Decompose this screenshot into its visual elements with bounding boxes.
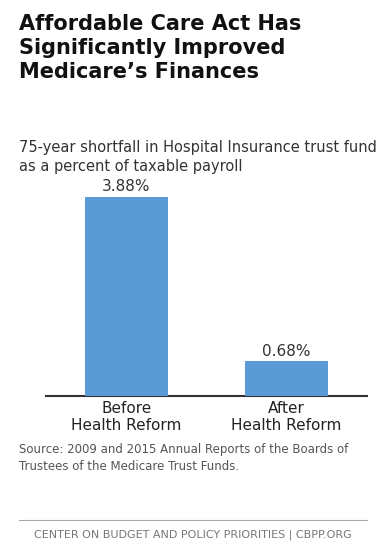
Text: Affordable Care Act Has
Significantly Improved
Medicare’s Finances: Affordable Care Act Has Significantly Im… xyxy=(19,14,302,82)
Text: 0.68%: 0.68% xyxy=(262,344,311,359)
Text: Source: 2009 and 2015 Annual Reports of the Boards of
Trustees of the Medicare T: Source: 2009 and 2015 Annual Reports of … xyxy=(19,443,349,473)
Bar xyxy=(85,197,168,396)
Text: CENTER ON BUDGET AND POLICY PRIORITIES | CBPP.ORG: CENTER ON BUDGET AND POLICY PRIORITIES |… xyxy=(34,529,352,540)
Text: 75-year shortfall in Hospital Insurance trust fund
as a percent of taxable payro: 75-year shortfall in Hospital Insurance … xyxy=(19,140,377,174)
Bar xyxy=(245,361,328,396)
Text: 3.88%: 3.88% xyxy=(102,179,151,194)
